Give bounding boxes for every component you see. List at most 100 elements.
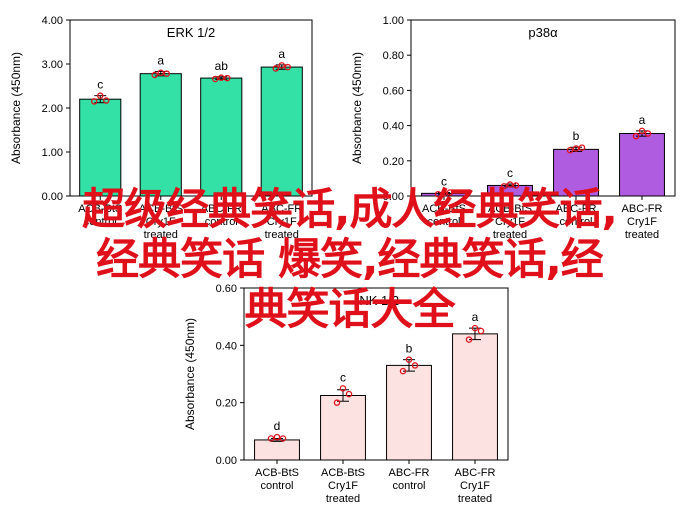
- x-tick-label: ABC-FR: [389, 467, 430, 479]
- chart-panel-erk: 0.00 1.00 2.00 3.00 4.00 Absorbance (450nm) ER…: [9, 15, 313, 241]
- data-point: [512, 182, 520, 189]
- x-tick-label: ACB-BtS: [488, 203, 532, 215]
- bar: [452, 333, 498, 461]
- x-tick-label: treated: [326, 493, 360, 505]
- y-axis-label: Absorbance (450nm): [183, 318, 197, 430]
- significance-letter: b: [573, 129, 580, 143]
- y-tick-label: 0.60: [383, 85, 404, 97]
- chart-panel-p38: 0.00 0.20 0.40 0.60 0.80 1.00 Absorbance (450n…: [350, 15, 676, 241]
- data-point: [272, 65, 279, 72]
- significance-letter: a: [278, 47, 285, 61]
- x-tick-label: ABC-FR: [201, 203, 242, 215]
- significance-letter: ab: [215, 59, 229, 73]
- data-point: [500, 183, 508, 190]
- data-point: [477, 327, 485, 335]
- x-tick-label: control: [427, 216, 460, 228]
- x-tick-label: Cry1F: [495, 216, 525, 228]
- data-point: [506, 181, 514, 188]
- data-point: [405, 356, 413, 363]
- data-point: [632, 132, 640, 140]
- y-tick-label: 4.00: [42, 15, 63, 27]
- y-tick-label: 3.00: [42, 59, 63, 71]
- chart-panel-jnk: 0.00 0.20 0.40 0.60 Absorbance (450nm) JNK 1/…: [183, 283, 509, 505]
- significance-letter: b: [406, 342, 413, 356]
- x-tick-label: Cry1F: [627, 216, 657, 228]
- data-point: [638, 127, 646, 135]
- data-point: [267, 435, 275, 442]
- data-point: [97, 92, 104, 99]
- significance-letter: c: [507, 166, 513, 180]
- x-tick-label: control: [392, 480, 425, 492]
- x-tick-label: ACB-BtS: [139, 203, 183, 215]
- plot-frame: [243, 287, 509, 461]
- data-point: [284, 63, 291, 71]
- data-point: [151, 71, 158, 79]
- x-tick-label: control: [205, 216, 238, 228]
- data-point: [440, 190, 448, 197]
- y-tick-label: 1.00: [383, 15, 404, 27]
- x-tick-label: Cry1F: [146, 216, 176, 228]
- data-point: [217, 74, 225, 81]
- x-tick-label: ABC-FR: [455, 467, 496, 479]
- x-tick-label: Cry1F: [267, 216, 297, 228]
- data-point: [103, 97, 110, 104]
- data-point: [399, 367, 407, 375]
- bar: [619, 133, 665, 197]
- bar: [79, 98, 122, 197]
- y-tick-label: 0.80: [383, 50, 404, 62]
- data-point: [345, 390, 353, 398]
- significance-letter: a: [639, 113, 646, 127]
- bar: [260, 66, 303, 197]
- data-point: [163, 70, 170, 77]
- data-point: [566, 146, 574, 154]
- x-tick-label: treated: [144, 229, 178, 241]
- data-point: [273, 433, 281, 441]
- y-tick-label: 0.60: [216, 283, 237, 295]
- x-tick-label: treated: [493, 229, 527, 241]
- y-tick-label: 1.00: [42, 147, 63, 159]
- significance-letter: c: [340, 370, 346, 384]
- y-tick-label: 0.40: [383, 121, 404, 133]
- data-point: [411, 362, 419, 369]
- plot-frame: [410, 19, 676, 197]
- y-axis-label: Absorbance (450nm): [9, 52, 23, 164]
- x-tick-label: ABC-FR: [556, 203, 597, 215]
- data-point: [644, 130, 652, 137]
- x-tick-label: ACB-BtS: [78, 203, 122, 215]
- x-tick-label: treated: [458, 493, 492, 505]
- y-tick-label: 0.40: [216, 340, 237, 352]
- data-point: [157, 69, 164, 77]
- data-point: [471, 324, 479, 332]
- x-tick-label: ACB-BtS: [321, 467, 365, 479]
- chart-title: ERK 1/2: [167, 25, 215, 40]
- data-point: [578, 144, 586, 151]
- y-tick-label: 0.00: [383, 191, 404, 203]
- x-tick-label: control: [84, 216, 117, 228]
- data-point: [91, 98, 98, 105]
- bar: [386, 364, 432, 461]
- data-point: [278, 62, 285, 69]
- chart-title: p38α: [528, 25, 558, 40]
- x-tick-label: treated: [265, 229, 299, 241]
- data-point: [211, 75, 219, 83]
- x-tick-label: Cry1F: [460, 480, 490, 492]
- bar: [553, 148, 599, 197]
- significance-letter: a: [157, 53, 164, 67]
- y-tick-label: 0.20: [383, 156, 404, 168]
- x-tick-label: ACB-BtS: [255, 467, 299, 479]
- bar: [254, 439, 300, 461]
- data-point: [333, 399, 341, 406]
- significance-letter: a: [472, 310, 479, 324]
- data-point: [434, 190, 442, 198]
- data-point: [446, 189, 454, 196]
- x-tick-label: Cry1F: [328, 480, 358, 492]
- data-point: [279, 435, 287, 442]
- data-point: [572, 145, 580, 152]
- y-tick-label: 0.20: [216, 398, 237, 410]
- x-tick-label: ABC-FR: [622, 203, 663, 215]
- bar: [139, 73, 182, 197]
- significance-letter: c: [97, 78, 103, 92]
- x-tick-label: ABC-FR: [261, 203, 302, 215]
- y-tick-label: 0.00: [42, 191, 63, 203]
